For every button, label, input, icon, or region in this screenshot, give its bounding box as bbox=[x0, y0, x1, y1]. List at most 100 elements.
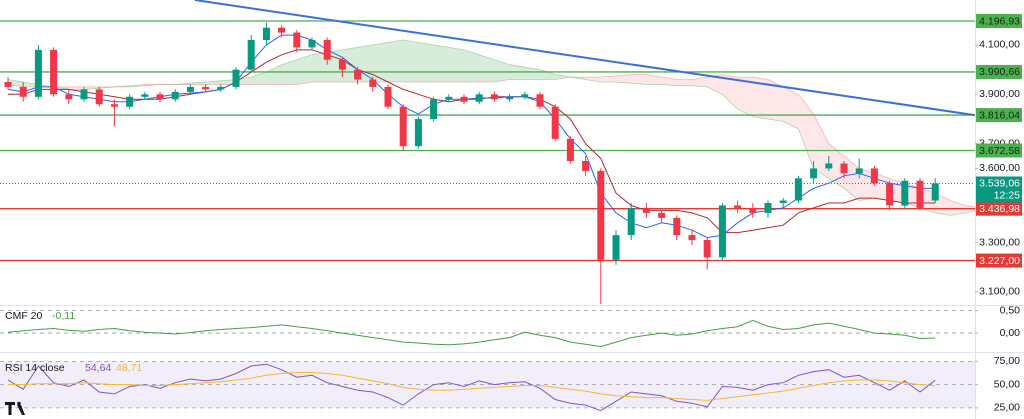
candle-body bbox=[582, 161, 590, 171]
cloud-segment bbox=[844, 156, 860, 201]
candle-body bbox=[521, 94, 529, 97]
logo-dot bbox=[17, 401, 21, 406]
cloud-segment bbox=[859, 168, 875, 201]
cloud-segment bbox=[251, 72, 267, 85]
cloud-segment bbox=[266, 64, 282, 85]
candle-body bbox=[490, 94, 498, 100]
y-tick-label: 3.900,00 bbox=[979, 88, 1020, 100]
last-price-box bbox=[976, 176, 1022, 203]
level-label: 4.196,93 bbox=[979, 15, 1020, 27]
cloud-segment bbox=[950, 200, 966, 216]
cloud-segment bbox=[904, 183, 920, 208]
cmf-pane bbox=[0, 310, 975, 348]
cloud-segment bbox=[23, 81, 39, 87]
candle-body bbox=[110, 104, 118, 107]
y-tick-label: 3.300,00 bbox=[979, 236, 1020, 248]
level-label: 3.816,04 bbox=[979, 109, 1020, 121]
candle-body bbox=[414, 119, 422, 147]
cloud-segment bbox=[388, 40, 404, 82]
candle-body bbox=[703, 240, 711, 258]
candle-body bbox=[171, 91, 179, 100]
candle-body bbox=[658, 212, 666, 218]
cloud-segment bbox=[676, 79, 692, 86]
level-label-box bbox=[976, 201, 1022, 216]
candle-body bbox=[19, 86, 27, 97]
candle-body bbox=[779, 200, 787, 204]
cloud-segment bbox=[783, 86, 799, 129]
cloud-segment bbox=[205, 80, 221, 85]
cloud-segment bbox=[920, 188, 936, 213]
cloud-segment bbox=[828, 143, 844, 189]
cloud-segment bbox=[646, 74, 662, 85]
cmf-legend-value: -0,11 bbox=[52, 310, 75, 322]
cloud-segment bbox=[935, 193, 951, 216]
candle-body bbox=[369, 79, 377, 87]
candle-body bbox=[430, 99, 438, 120]
candle-body bbox=[673, 217, 681, 236]
cloud-segment bbox=[8, 79, 24, 87]
candle-body bbox=[186, 86, 194, 92]
rsi-ma-legend-value: 48,71 bbox=[116, 362, 142, 374]
cloud-segment bbox=[661, 77, 677, 86]
candle-body bbox=[764, 203, 772, 213]
candle-body bbox=[825, 163, 833, 169]
level-label-box bbox=[976, 253, 1022, 268]
cloud-segment bbox=[768, 79, 784, 122]
candle-body bbox=[566, 138, 574, 162]
candle-body bbox=[612, 235, 620, 260]
y-tick-label: 3.600,00 bbox=[979, 162, 1020, 174]
cloud-segment bbox=[722, 74, 738, 110]
y-tick-label: 50,00 bbox=[994, 378, 1020, 390]
candle-body bbox=[597, 170, 605, 260]
candle-body bbox=[749, 207, 757, 213]
price-axis: 3.100,003.300,003.600,003.700,003.900,00… bbox=[975, 14, 1022, 414]
rsi-legend-value: 54,64 bbox=[85, 362, 111, 374]
candle-body bbox=[794, 178, 802, 201]
rsi-pane bbox=[0, 360, 975, 412]
y-tick-label: 75,00 bbox=[994, 355, 1020, 367]
candle-body bbox=[354, 69, 362, 80]
candle-body bbox=[308, 40, 316, 48]
candle-body bbox=[232, 69, 240, 87]
last-price-label: 3.539,06 bbox=[979, 177, 1020, 189]
candle-body bbox=[627, 207, 635, 236]
candle-body bbox=[551, 106, 559, 139]
cloud-span-b bbox=[7, 74, 975, 208]
y-tick-label: 25,00 bbox=[994, 402, 1020, 414]
candle-body bbox=[688, 235, 696, 241]
cloud-segment bbox=[555, 74, 571, 80]
cloud-segment bbox=[68, 86, 84, 90]
level-label-box bbox=[976, 143, 1022, 158]
level-label-box bbox=[976, 108, 1022, 123]
level-label-box bbox=[976, 64, 1022, 79]
candle-body bbox=[384, 86, 392, 107]
candle-body bbox=[642, 207, 650, 213]
cloud-segment bbox=[889, 178, 905, 204]
candle-body bbox=[34, 49, 42, 97]
level-label: 3.672,58 bbox=[979, 145, 1020, 157]
cloud-segment bbox=[312, 52, 328, 82]
candle-body bbox=[460, 96, 468, 102]
candle-body bbox=[293, 32, 301, 48]
candle-body bbox=[126, 96, 134, 107]
cloud-segment bbox=[692, 77, 708, 87]
candle-body bbox=[141, 94, 149, 97]
candle-body bbox=[886, 183, 894, 206]
countdown-label: 12:25 bbox=[994, 189, 1020, 201]
candle-body bbox=[338, 59, 346, 70]
candle-body bbox=[718, 205, 726, 258]
cloud-segment bbox=[494, 59, 510, 82]
candle-body bbox=[399, 106, 407, 147]
tradingview-logo bbox=[5, 401, 25, 415]
cloud-segment bbox=[479, 54, 495, 82]
candle-body bbox=[65, 94, 73, 100]
indicator-line bbox=[7, 319, 936, 348]
cloud-segment bbox=[464, 49, 480, 82]
main-pane bbox=[0, 0, 975, 305]
candle-body bbox=[445, 96, 453, 100]
candle-body bbox=[95, 89, 103, 105]
cloud-segment bbox=[540, 69, 556, 80]
candle-body bbox=[901, 180, 909, 206]
